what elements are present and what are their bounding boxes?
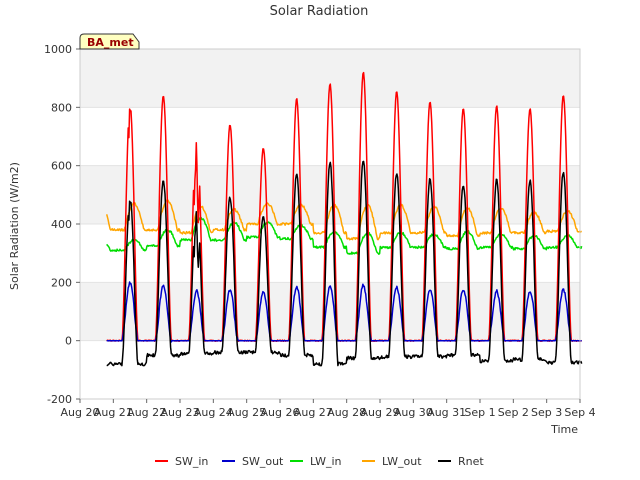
- x-tick-label: Aug 24: [194, 406, 233, 419]
- y-tick-label: 200: [51, 276, 72, 289]
- plot-area: [79, 48, 583, 400]
- x-tick-label: Sep 4: [564, 406, 595, 419]
- legend-label: SW_in: [175, 455, 208, 468]
- x-tick-label: Aug 27: [294, 406, 333, 419]
- chart-title: Solar Radiation: [270, 4, 369, 19]
- x-axis-label: Time: [550, 423, 578, 436]
- x-tick-label: Aug 22: [127, 406, 166, 419]
- y-tick-label: 0: [65, 335, 72, 348]
- x-tick-label: Aug 23: [161, 406, 200, 419]
- y-tick-label: 400: [51, 218, 72, 231]
- legend-label: SW_out: [242, 455, 284, 468]
- series-line-rnet: [106, 160, 583, 367]
- x-tick-label: Aug 31: [427, 406, 466, 419]
- x-tick-label: Aug 30: [394, 406, 433, 419]
- site-badge: BA_met: [79, 33, 140, 50]
- x-tick-label: Aug 21: [94, 406, 133, 419]
- series-lines: [105, 71, 583, 367]
- background-bands: [80, 49, 580, 341]
- y-axis: -200 0 200 400 600 800 1000: [44, 43, 80, 406]
- y-tick-label: 1000: [44, 43, 72, 56]
- legend-label: Rnet: [458, 455, 484, 468]
- y-tick-label: 800: [51, 101, 72, 114]
- badge-background: [79, 33, 140, 50]
- badge-label: BA_met: [87, 36, 134, 49]
- y-tick-label: -200: [47, 393, 72, 406]
- band: [80, 282, 580, 341]
- x-tick-label: Aug 25: [227, 406, 266, 419]
- y-axis-label: Solar Radiation (W/m2): [8, 162, 21, 290]
- legend-label: LW_out: [382, 455, 422, 468]
- series-line-lw-out: [105, 199, 582, 241]
- x-tick-label: Aug 28: [327, 406, 366, 419]
- y-tick-label: 600: [51, 160, 72, 173]
- band: [80, 49, 580, 108]
- x-tick-label: Aug 26: [261, 406, 300, 419]
- series-line-lw-in: [106, 216, 583, 255]
- x-tick-label: Sep 2: [498, 406, 529, 419]
- x-tick-label: Aug 20: [61, 406, 100, 419]
- x-tick-label: Sep 3: [531, 406, 562, 419]
- legend-label: LW_in: [310, 455, 342, 468]
- x-tick-label: Sep 1: [464, 406, 495, 419]
- legend: SW_in SW_out LW_in LW_out Rnet: [155, 455, 484, 468]
- x-tick-label: Aug 29: [361, 406, 400, 419]
